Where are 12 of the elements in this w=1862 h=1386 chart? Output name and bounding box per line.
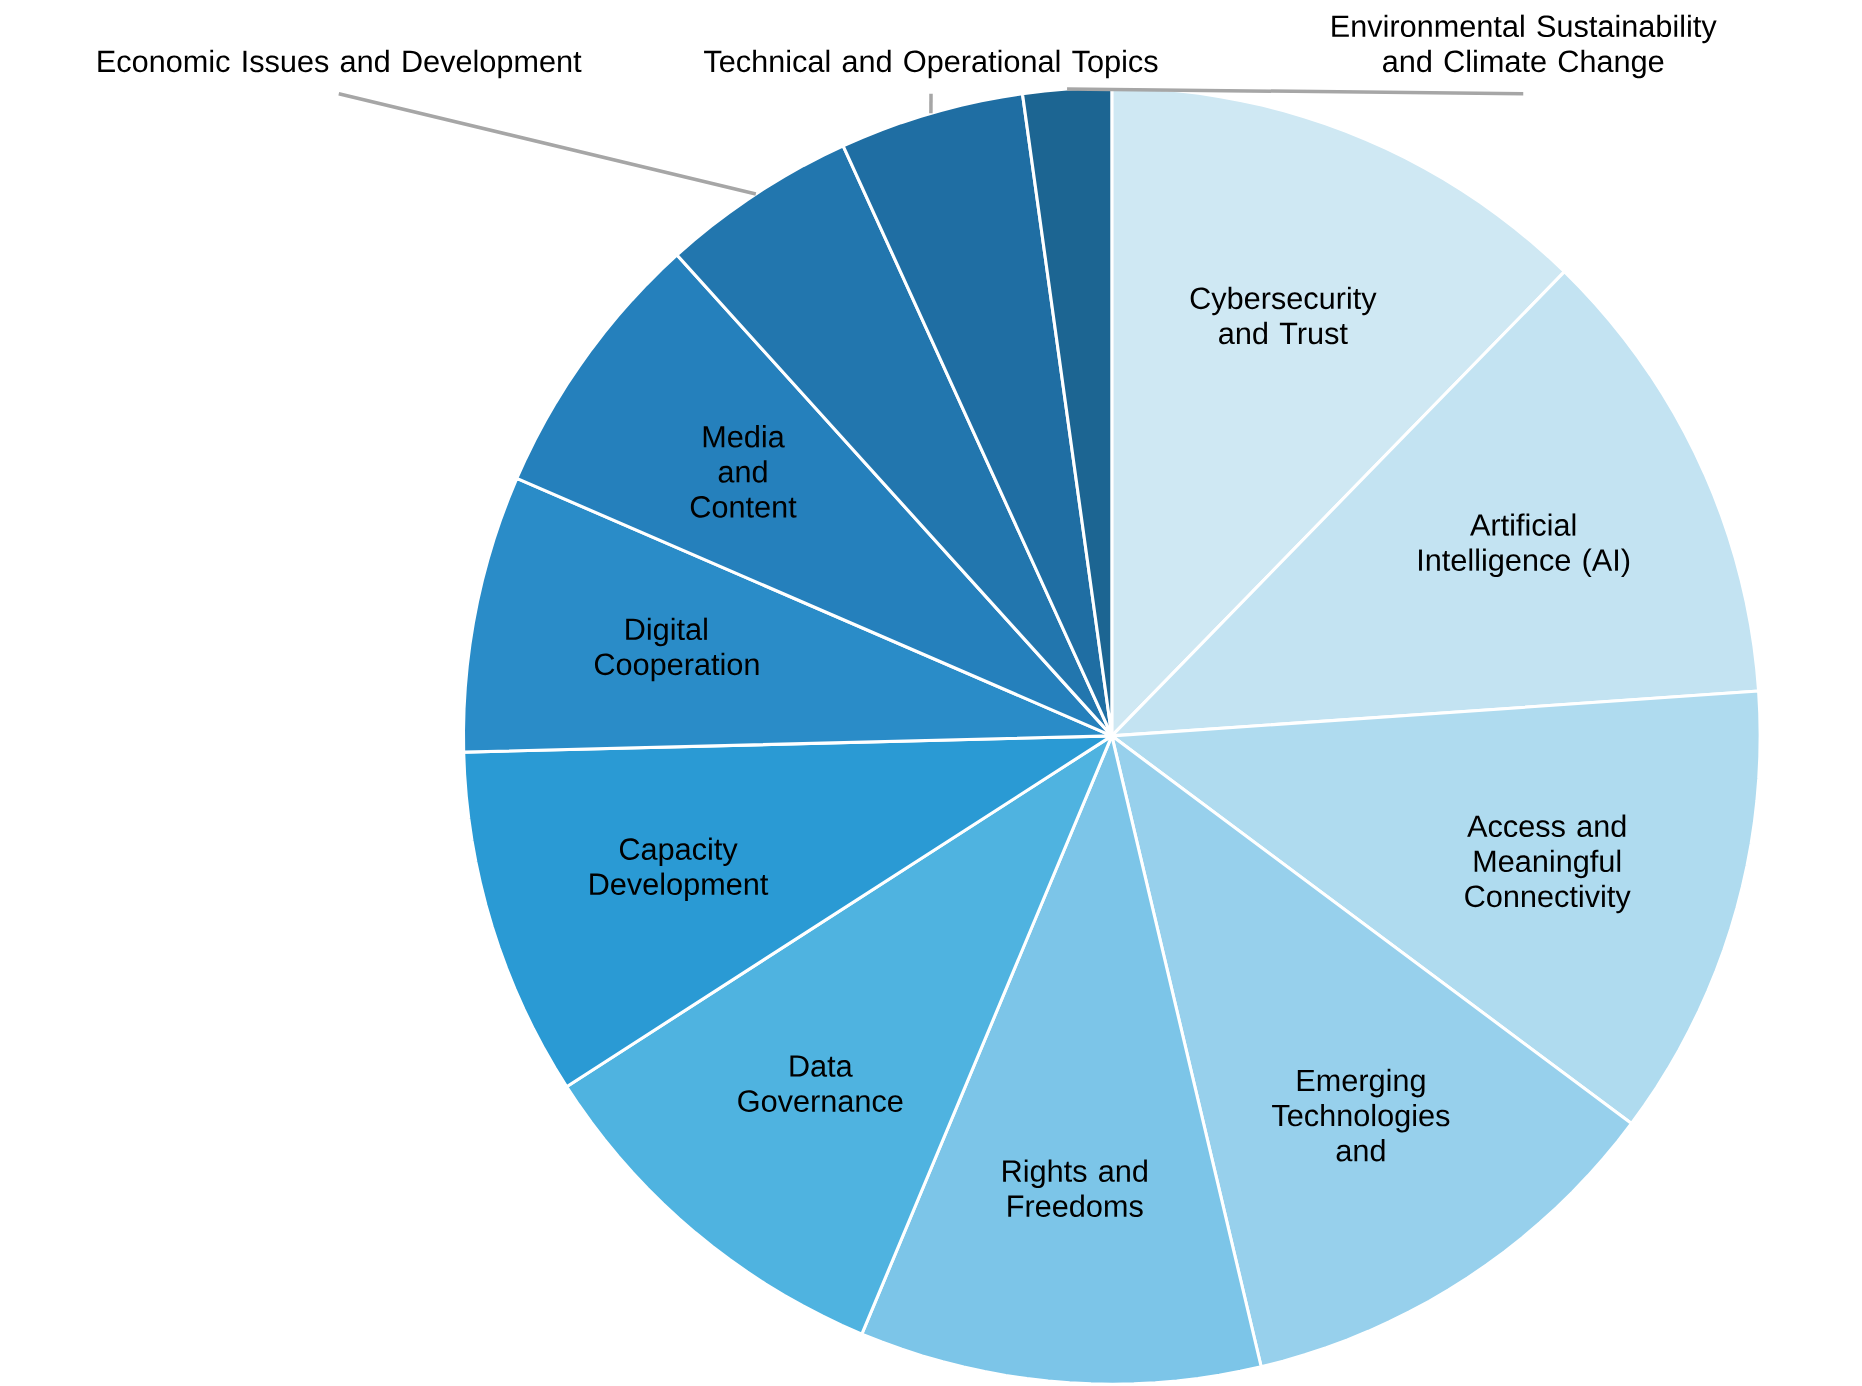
- slice-label: Media and Content: [690, 425, 797, 518]
- slice-label: Artificial Intelligence (AI): [1419, 513, 1630, 578]
- slice-label: Cybersecurity and Trust: [1190, 286, 1377, 345]
- slice-label: Emerging Technologies and: [1272, 1068, 1450, 1162]
- slice-label: Access and Meaningful Connectivity: [1465, 814, 1631, 914]
- slice-label: Environmental Sustainability and Climate Change: [1332, 14, 1717, 79]
- slice-label: Capacity Development: [590, 837, 769, 902]
- slice-label: Digital Cooperation: [594, 617, 759, 682]
- slice-label: Technical and Operational Topics: [704, 49, 1158, 79]
- slice-label: Rights and Freedoms: [1003, 1159, 1147, 1218]
- slice-label: Economic Issues and Development: [98, 49, 582, 79]
- slice-label: Data Governance: [738, 1055, 903, 1113]
